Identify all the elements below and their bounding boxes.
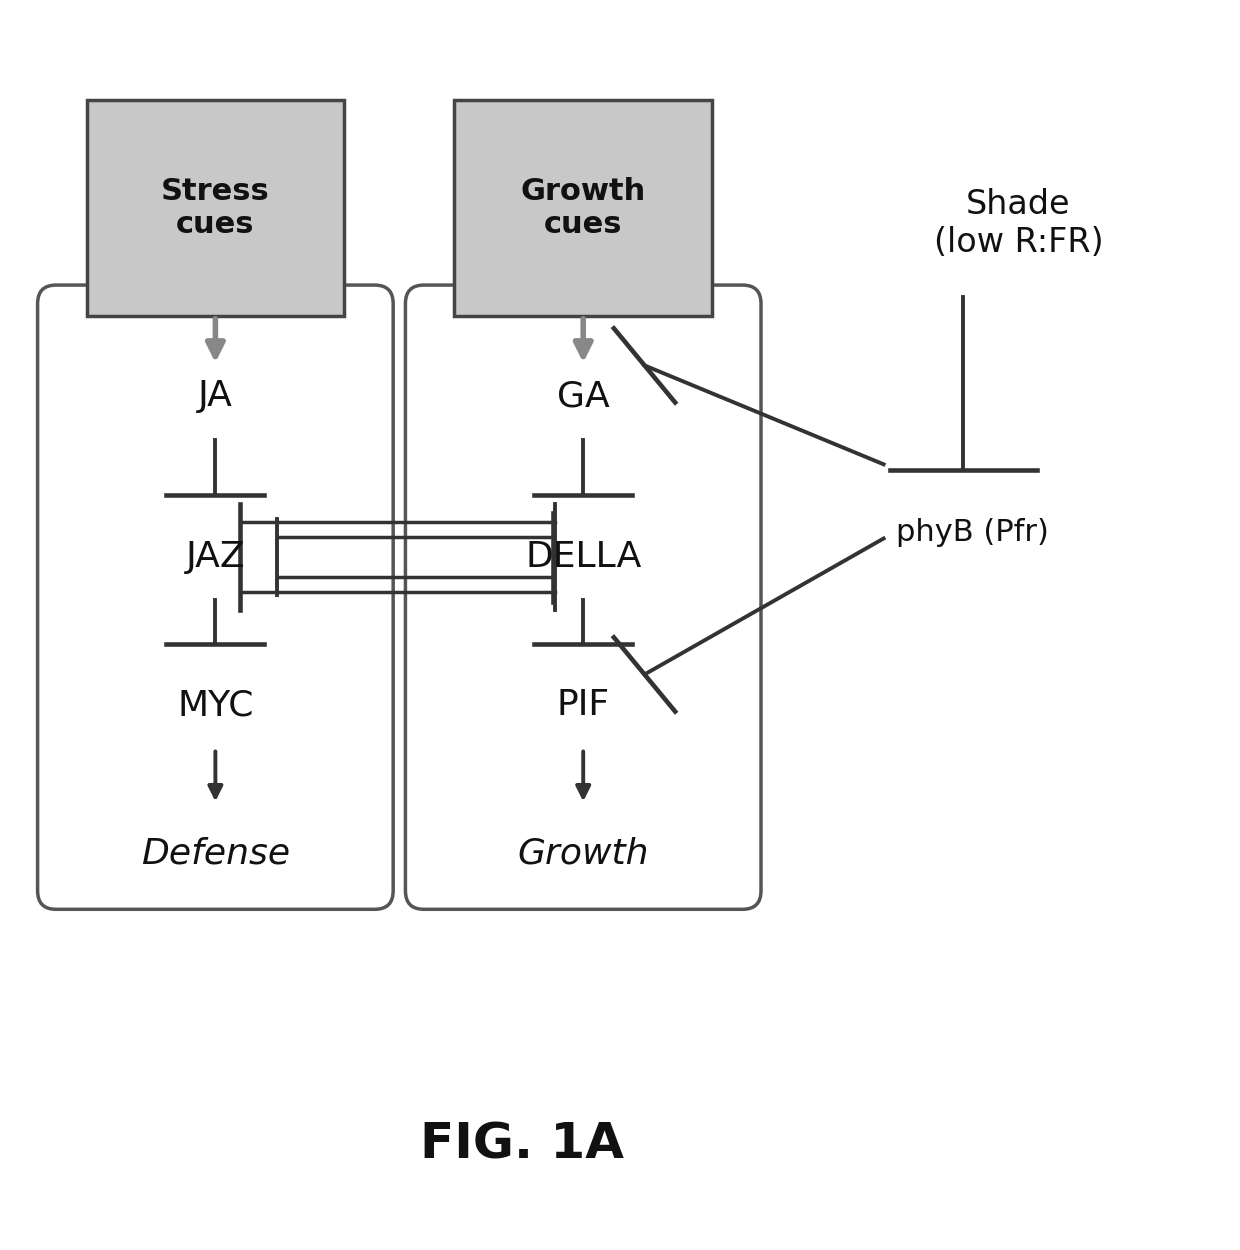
Text: Stress
cues: Stress cues <box>161 176 270 239</box>
Text: phyB (Pfr): phyB (Pfr) <box>895 518 1049 546</box>
FancyBboxPatch shape <box>455 100 712 316</box>
Text: JAZ: JAZ <box>186 540 246 574</box>
Text: PIF: PIF <box>557 689 610 722</box>
Text: Growth: Growth <box>517 836 649 871</box>
Text: FIG. 1A: FIG. 1A <box>420 1120 624 1169</box>
Text: Defense: Defense <box>141 836 290 871</box>
Text: MYC: MYC <box>177 689 254 722</box>
Text: DELLA: DELLA <box>525 540 641 574</box>
FancyBboxPatch shape <box>87 100 345 316</box>
Text: GA: GA <box>557 379 610 414</box>
FancyBboxPatch shape <box>37 285 393 909</box>
Text: Growth
cues: Growth cues <box>521 176 646 239</box>
FancyBboxPatch shape <box>405 285 761 909</box>
Text: Shade
(low R:FR): Shade (low R:FR) <box>934 188 1104 259</box>
Text: JA: JA <box>198 379 233 414</box>
